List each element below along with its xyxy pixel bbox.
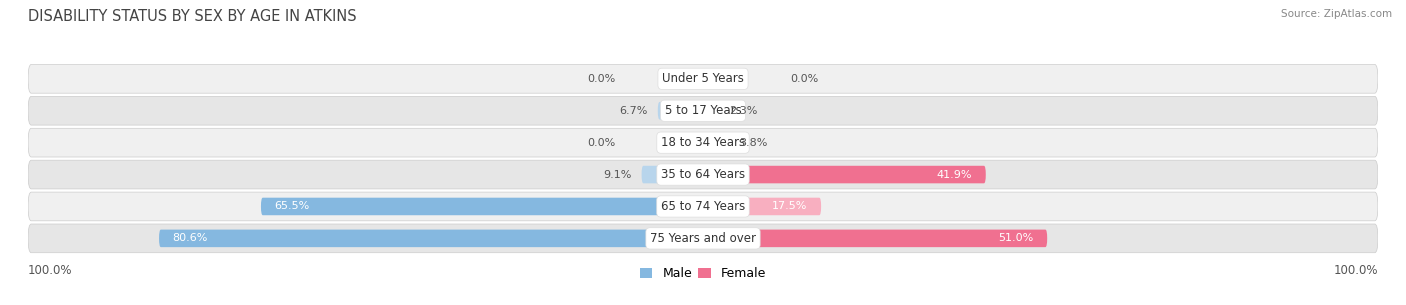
Text: DISABILITY STATUS BY SEX BY AGE IN ATKINS: DISABILITY STATUS BY SEX BY AGE IN ATKIN… [28, 9, 357, 24]
Text: 100.0%: 100.0% [1333, 264, 1378, 277]
FancyBboxPatch shape [28, 96, 1378, 125]
Text: Source: ZipAtlas.com: Source: ZipAtlas.com [1281, 9, 1392, 19]
FancyBboxPatch shape [28, 224, 1378, 253]
Text: 35 to 64 Years: 35 to 64 Years [661, 168, 745, 181]
Text: 5 to 17 Years: 5 to 17 Years [665, 104, 741, 117]
FancyBboxPatch shape [641, 166, 703, 183]
Text: 65.5%: 65.5% [274, 202, 309, 211]
Text: 80.6%: 80.6% [173, 233, 208, 243]
Text: 51.0%: 51.0% [998, 233, 1033, 243]
Text: 6.7%: 6.7% [619, 106, 648, 116]
Text: 0.0%: 0.0% [588, 74, 616, 84]
Text: 0.0%: 0.0% [588, 138, 616, 148]
Text: 0.0%: 0.0% [790, 74, 818, 84]
Text: 41.9%: 41.9% [936, 170, 973, 180]
FancyBboxPatch shape [159, 230, 703, 247]
Text: 65 to 74 Years: 65 to 74 Years [661, 200, 745, 213]
Text: 3.8%: 3.8% [738, 138, 768, 148]
Text: 2.3%: 2.3% [728, 106, 756, 116]
FancyBboxPatch shape [703, 134, 728, 151]
FancyBboxPatch shape [703, 166, 986, 183]
FancyBboxPatch shape [703, 230, 1047, 247]
Text: Under 5 Years: Under 5 Years [662, 72, 744, 85]
FancyBboxPatch shape [262, 198, 703, 215]
Text: 17.5%: 17.5% [772, 202, 807, 211]
FancyBboxPatch shape [703, 198, 821, 215]
FancyBboxPatch shape [28, 128, 1378, 157]
FancyBboxPatch shape [703, 102, 718, 120]
FancyBboxPatch shape [28, 64, 1378, 93]
Text: 9.1%: 9.1% [603, 170, 631, 180]
Text: 100.0%: 100.0% [28, 264, 73, 277]
Legend: Male, Female: Male, Female [636, 262, 770, 285]
FancyBboxPatch shape [28, 192, 1378, 221]
Text: 18 to 34 Years: 18 to 34 Years [661, 136, 745, 149]
FancyBboxPatch shape [28, 160, 1378, 189]
Text: 75 Years and over: 75 Years and over [650, 232, 756, 245]
FancyBboxPatch shape [658, 102, 703, 120]
